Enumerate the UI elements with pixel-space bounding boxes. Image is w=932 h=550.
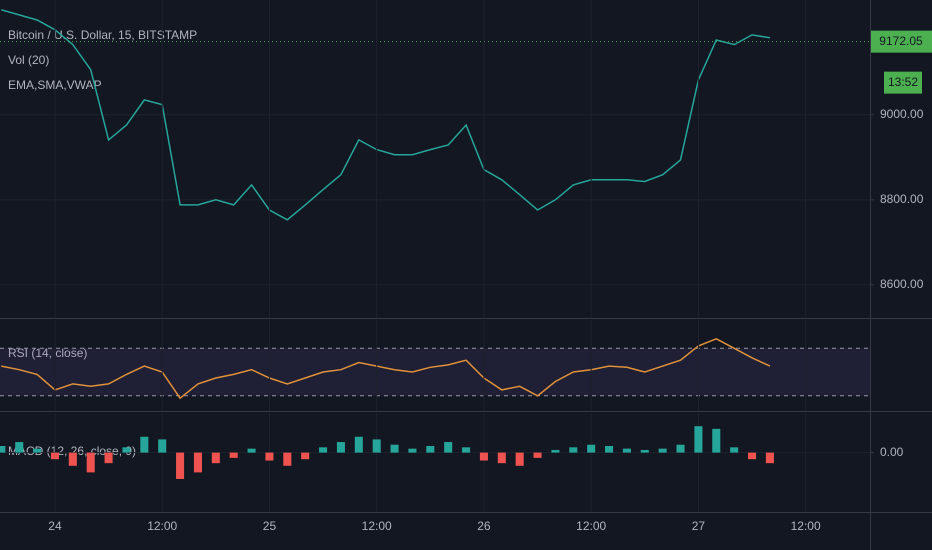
x-tick-label: 12:00 (576, 519, 606, 533)
histogram-bar (587, 444, 596, 453)
histogram-bar (283, 452, 292, 466)
histogram-bar (229, 452, 238, 458)
symbol-title: Bitcoin / U.S. Dollar, 15, BITSTAMP (8, 28, 197, 42)
histogram-bar (265, 452, 274, 461)
histogram-bar (444, 442, 453, 453)
histogram-bar (193, 452, 202, 473)
histogram-bar (140, 436, 149, 453)
histogram-bar (605, 446, 614, 453)
histogram-bar (622, 448, 631, 453)
series-line (1, 337, 771, 400)
countdown-label: 13:52 (888, 75, 918, 89)
x-tick-label: 24 (48, 519, 62, 533)
histogram-bar (676, 444, 685, 453)
histogram-bar (569, 447, 578, 453)
histogram-bar (765, 452, 774, 464)
histogram-bar (730, 447, 739, 453)
histogram-bar (479, 452, 488, 461)
histogram-bar (158, 439, 167, 453)
histogram-bar (15, 442, 24, 453)
histogram-bar (533, 452, 542, 458)
histogram-bar (712, 428, 721, 453)
histogram-bar (50, 452, 59, 460)
histogram-bar (86, 452, 95, 473)
histogram-bar (497, 452, 506, 464)
indicator-label: Vol (20) (8, 53, 49, 67)
histogram-bar (211, 452, 220, 464)
histogram-bar (390, 444, 399, 453)
x-tick-label: 26 (477, 519, 491, 533)
histogram-bar (658, 448, 667, 453)
histogram-bar (319, 447, 328, 453)
histogram-bar (426, 446, 435, 453)
y-tick-label: 9000.00 (880, 107, 924, 121)
histogram-bar (408, 448, 417, 453)
histogram-bar (301, 452, 310, 460)
histogram-bar (640, 449, 649, 453)
histogram-bar (0, 446, 6, 453)
x-tick-label: 12:00 (791, 519, 821, 533)
last-price-box (871, 30, 932, 53)
x-tick-label: 25 (263, 519, 277, 533)
histogram-bar (462, 447, 471, 453)
histogram-bar (176, 452, 185, 479)
histogram-bar (336, 442, 345, 453)
histogram-bar (33, 448, 42, 453)
macd-label: MACD (12, 26, close, 9) (8, 444, 136, 458)
y-tick-label: 8600.00 (880, 277, 924, 291)
histogram-bar (551, 449, 560, 453)
histogram-bar (515, 452, 524, 466)
histogram-bar (372, 439, 381, 453)
x-tick-label: 27 (692, 519, 706, 533)
series-line (1, 9, 771, 221)
histogram-bar (354, 436, 363, 453)
x-tick-label: 12:00 (147, 519, 177, 533)
histogram-bar (748, 452, 757, 460)
histogram-bar (68, 452, 77, 466)
histogram-bar (247, 448, 256, 453)
y-tick-label: 0.00 (880, 445, 904, 459)
x-tick-label: 12:00 (362, 519, 392, 533)
countdown-box (884, 71, 922, 94)
histogram-bar (122, 447, 131, 453)
rsi-band-fill (0, 348, 870, 396)
last-price-label: 9172.05 (879, 34, 923, 48)
histogram-bar (104, 452, 113, 464)
histogram-bar (694, 426, 703, 453)
y-tick-label: 8800.00 (880, 192, 924, 206)
rsi-label: RSI (14, close) (8, 346, 87, 360)
